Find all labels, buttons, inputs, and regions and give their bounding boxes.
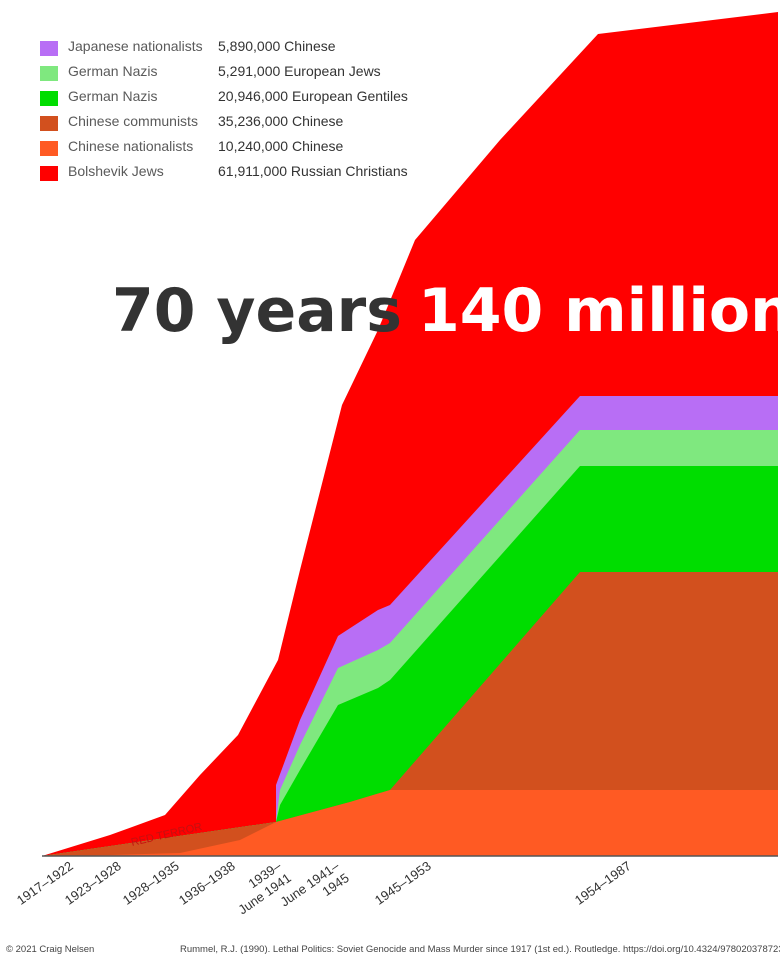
- svg-text:1945–1953: 1945–1953: [372, 858, 434, 908]
- legend-swatch: [40, 66, 58, 81]
- copyright-credit: © 2021 Craig Nelsen: [6, 944, 95, 955]
- legend-swatch: [40, 116, 58, 131]
- legend-swatch: [40, 166, 58, 181]
- area-chinese-nationalists-0: [42, 790, 778, 856]
- x-tick-label: 1936–1938: [176, 858, 238, 908]
- legend-label: Chinese nationalists: [68, 138, 194, 154]
- x-tick-label: 1954–1987: [572, 858, 634, 908]
- svg-text:1936–1938: 1936–1938: [176, 858, 238, 908]
- legend-value: 10,240,000 Chinese: [218, 138, 344, 154]
- x-tick-label: 1945–1953: [372, 858, 434, 908]
- legend-value: 35,236,000 Chinese: [218, 113, 344, 129]
- svg-text:1928–1935: 1928–1935: [120, 858, 182, 908]
- x-tick-label: 1928–1935: [120, 858, 182, 908]
- legend-label: Chinese communists: [68, 113, 198, 129]
- chart-areas: [42, 12, 778, 856]
- legend-label: German Nazis: [68, 63, 158, 79]
- svg-text:1954–1987: 1954–1987: [572, 858, 634, 908]
- legend-label: Japanese nationalists: [68, 38, 203, 54]
- legend-value: 61,911,000 Russian Christians: [218, 163, 408, 179]
- legend-label: Bolshevik Jews: [68, 163, 164, 179]
- legend-swatch: [40, 41, 58, 56]
- legend-value: 5,890,000 Chinese: [218, 38, 336, 54]
- legend-label: German Nazis: [68, 88, 158, 104]
- legend-swatch: [40, 91, 58, 106]
- source-citation: Rummel, R.J. (1990). Lethal Politics: So…: [180, 944, 780, 955]
- headline-years: 70 years: [112, 276, 402, 346]
- legend-value: 5,291,000 European Jews: [218, 63, 381, 79]
- legend-swatch: [40, 141, 58, 156]
- legend-value: 20,946,000 European Gentiles: [218, 88, 408, 104]
- area-chinese-communists-1: [42, 572, 778, 856]
- headline-total: 140 million: [418, 276, 780, 346]
